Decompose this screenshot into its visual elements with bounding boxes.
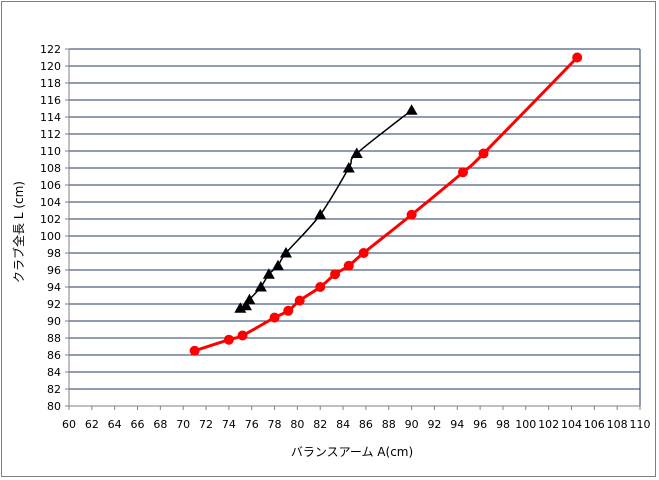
y-tick-label: 120 <box>40 60 61 73</box>
series-1-point <box>254 281 267 292</box>
series-1-point <box>350 147 363 159</box>
x-tick-label: 66 <box>131 418 145 431</box>
y-tick-label: 84 <box>47 366 61 379</box>
y-tick-label: 104 <box>40 196 61 209</box>
series-2-point <box>223 334 234 345</box>
series-2-point <box>189 345 200 356</box>
y-tick-label: 88 <box>47 332 61 345</box>
x-tick-label: 82 <box>313 418 327 431</box>
x-tick-label: 86 <box>359 418 373 431</box>
y-tick-label: 112 <box>40 128 61 141</box>
y-tick-label: 98 <box>47 247 61 260</box>
y-tick-label: 100 <box>40 230 61 243</box>
y-tick-label: 94 <box>47 281 61 294</box>
series-2-point <box>237 330 248 341</box>
gridlines <box>69 48 640 407</box>
series-1-point <box>314 208 327 220</box>
y-tick-label: 114 <box>40 111 61 124</box>
x-tick-label: 100 <box>515 418 536 431</box>
series-2-point <box>269 312 280 323</box>
x-tick-label: 88 <box>382 418 396 431</box>
y-tick-label: 106 <box>40 179 61 192</box>
y-tick-label: 82 <box>47 383 61 396</box>
y-tick-label: 122 <box>40 43 61 56</box>
data-series <box>189 52 583 356</box>
y-tick-label: 92 <box>47 298 61 311</box>
series-2-point <box>343 260 354 271</box>
series-2-point <box>406 209 417 220</box>
x-tick-label: 94 <box>450 418 464 431</box>
y-axis-title: クラブ全長 L (cm) <box>11 181 26 283</box>
x-tick-labels: 60 62 64 66 68 70 72 74 76 78 80 82 84 86 88 90 92 94 96 98… <box>62 418 651 431</box>
series-1-point <box>240 299 253 311</box>
series-2-point <box>283 305 294 316</box>
series-1-point <box>262 268 275 279</box>
x-tick-label: 70 <box>176 418 190 431</box>
x-tick-label: 74 <box>222 418 236 431</box>
series-1-point <box>342 162 355 173</box>
y-tick-label: 96 <box>47 264 61 277</box>
series-2-point <box>572 52 583 63</box>
series-2-point <box>315 282 326 292</box>
y-tick-label: 118 <box>40 77 61 90</box>
y-tick-label: 116 <box>40 94 61 107</box>
series-2-point <box>358 248 369 258</box>
x-tick-label: 98 <box>496 418 510 431</box>
x-tick-label: 108 <box>607 418 628 431</box>
y-tick-labels: 80 82 84 86 88 90 92 94 96 98 100 102 104 106 108 110 11… <box>40 43 61 413</box>
y-tick-label: 108 <box>40 162 61 175</box>
y-tick-label: 102 <box>40 213 61 226</box>
series-2-line <box>194 56 579 353</box>
x-tick-label: 104 <box>561 418 582 431</box>
series-2-point <box>457 167 468 178</box>
x-tick-label: 92 <box>427 418 441 431</box>
x-tick-label: 78 <box>268 418 282 431</box>
series-2-point <box>294 295 305 306</box>
x-tick-label: 84 <box>336 418 350 431</box>
x-tick-label: 60 <box>62 418 76 431</box>
x-tick-label: 96 <box>473 418 487 431</box>
x-tick-label: 90 <box>405 418 419 431</box>
y-tick-label: 110 <box>40 145 61 158</box>
y-tick-label: 80 <box>47 400 61 413</box>
x-tick-label: 62 <box>85 418 99 431</box>
x-tick-label: 72 <box>199 418 213 431</box>
y-tick-label: 90 <box>47 315 61 328</box>
series-2-point <box>478 148 489 159</box>
series-1-point <box>271 259 284 271</box>
series-1-point <box>405 104 418 115</box>
x-tick-label: 106 <box>584 418 605 431</box>
series-1-point <box>243 293 256 305</box>
x-tick-label: 64 <box>108 418 122 431</box>
axes <box>65 48 641 410</box>
x-tick-label: 110 <box>630 418 651 431</box>
x-axis-title: バランスアーム A(cm) <box>291 445 413 459</box>
series-1-point <box>279 247 292 258</box>
x-tick-label: 102 <box>538 418 559 431</box>
series-2-point <box>330 269 341 280</box>
x-tick-label: 76 <box>245 418 259 431</box>
y-tick-label: 86 <box>47 349 61 362</box>
x-tick-label: 80 <box>290 418 304 431</box>
x-tick-label: 68 <box>153 418 167 431</box>
